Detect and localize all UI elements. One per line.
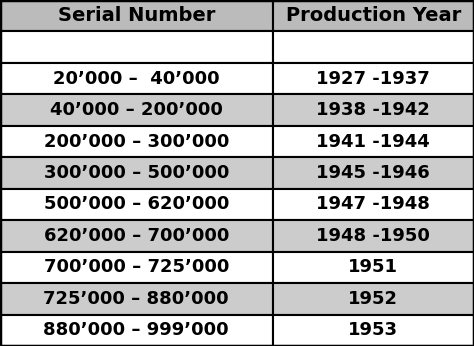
Bar xyxy=(273,94,474,126)
Text: 300’000 – 500’000: 300’000 – 500’000 xyxy=(44,164,229,182)
Text: 1947 -1948: 1947 -1948 xyxy=(316,195,430,213)
Bar xyxy=(273,126,474,157)
Text: 880’000 – 999’000: 880’000 – 999’000 xyxy=(44,321,229,339)
Bar xyxy=(0,283,273,315)
Text: 1941 -1944: 1941 -1944 xyxy=(317,133,430,151)
Text: 500’000 – 620’000: 500’000 – 620’000 xyxy=(44,195,229,213)
Text: Production Year: Production Year xyxy=(286,6,461,25)
Bar xyxy=(0,220,273,252)
Bar xyxy=(273,220,474,252)
Bar xyxy=(273,0,474,31)
Bar xyxy=(273,157,474,189)
Text: 700’000 – 725’000: 700’000 – 725’000 xyxy=(44,258,229,276)
Bar xyxy=(273,283,474,315)
Bar xyxy=(0,63,273,94)
Text: 1953: 1953 xyxy=(348,321,398,339)
Text: 1945 -1946: 1945 -1946 xyxy=(317,164,430,182)
Text: 1951: 1951 xyxy=(348,258,398,276)
Text: 725’000 – 880’000: 725’000 – 880’000 xyxy=(44,290,229,308)
Bar xyxy=(0,126,273,157)
Text: 1952: 1952 xyxy=(348,290,398,308)
Bar xyxy=(0,0,273,31)
Text: 1938 -1942: 1938 -1942 xyxy=(316,101,430,119)
Bar xyxy=(273,31,474,63)
Bar xyxy=(0,189,273,220)
Bar xyxy=(0,315,273,346)
Bar xyxy=(0,31,273,63)
Text: 1927 -1937: 1927 -1937 xyxy=(317,70,430,88)
Text: 620’000 – 700’000: 620’000 – 700’000 xyxy=(44,227,229,245)
Text: 20’000 –  40’000: 20’000 – 40’000 xyxy=(53,70,219,88)
Text: Serial Number: Serial Number xyxy=(57,6,215,25)
Bar xyxy=(273,315,474,346)
Bar xyxy=(273,252,474,283)
Text: 1948 -1950: 1948 -1950 xyxy=(316,227,430,245)
Bar xyxy=(273,189,474,220)
Text: 200’000 – 300’000: 200’000 – 300’000 xyxy=(44,133,229,151)
Bar xyxy=(0,94,273,126)
Bar xyxy=(0,252,273,283)
Text: 40’000 – 200’000: 40’000 – 200’000 xyxy=(50,101,223,119)
Bar xyxy=(0,157,273,189)
Bar xyxy=(273,63,474,94)
